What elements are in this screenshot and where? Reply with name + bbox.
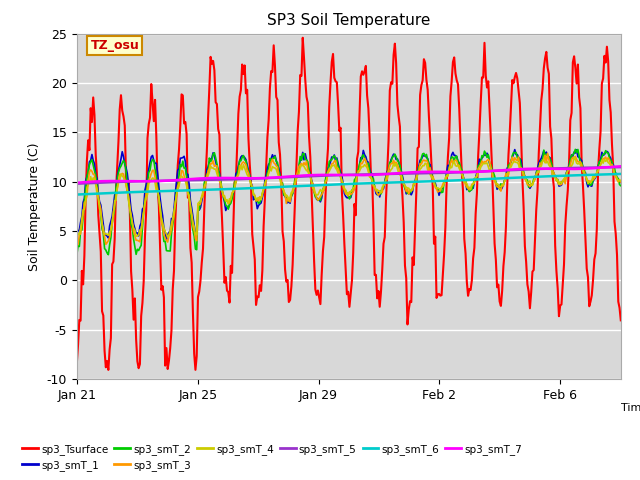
- sp3_smT_7: [73, 180, 81, 186]
- sp3_smT_6: [572, 172, 579, 178]
- sp3_smT_1: [574, 154, 582, 159]
- sp3_smT_4: [452, 163, 460, 168]
- sp3_smT_2: [573, 150, 580, 156]
- sp3_Tsurface: [617, 317, 625, 323]
- sp3_Tsurface: [299, 35, 307, 41]
- sp3_smT_1: [390, 151, 397, 157]
- sp3_Tsurface: [104, 367, 112, 373]
- Line: sp3_smT_5: sp3_smT_5: [77, 167, 621, 184]
- sp3_smT_5: [617, 164, 625, 170]
- sp3_smT_7: [572, 166, 579, 172]
- sp3_Tsurface: [506, 130, 513, 136]
- Line: sp3_smT_4: sp3_smT_4: [77, 157, 621, 238]
- sp3_smT_5: [504, 168, 511, 173]
- sp3_smT_4: [504, 168, 512, 173]
- sp3_smT_4: [73, 228, 81, 234]
- sp3_smT_6: [617, 171, 625, 177]
- Line: sp3_Tsurface: sp3_Tsurface: [77, 38, 621, 370]
- sp3_smT_2: [73, 252, 81, 258]
- sp3_smT_4: [115, 180, 122, 186]
- sp3_smT_6: [115, 190, 122, 195]
- sp3_Tsurface: [116, 107, 124, 112]
- sp3_smT_6: [492, 176, 500, 181]
- sp3_smT_4: [617, 178, 625, 183]
- sp3_smT_3: [116, 171, 124, 177]
- sp3_smT_3: [544, 150, 552, 156]
- sp3_smT_4: [390, 161, 397, 167]
- Y-axis label: Soil Temperature (C): Soil Temperature (C): [28, 142, 41, 271]
- Line: sp3_smT_7: sp3_smT_7: [77, 166, 621, 183]
- sp3_smT_5: [388, 171, 396, 177]
- Line: sp3_smT_3: sp3_smT_3: [77, 153, 621, 245]
- sp3_smT_5: [572, 165, 579, 171]
- sp3_smT_1: [163, 237, 170, 243]
- sp3_smT_5: [115, 179, 122, 185]
- Line: sp3_smT_6: sp3_smT_6: [77, 174, 621, 194]
- Text: Time: Time: [621, 403, 640, 413]
- sp3_smT_5: [451, 169, 458, 175]
- sp3_smT_2: [451, 157, 458, 163]
- sp3_smT_4: [570, 154, 578, 160]
- sp3_smT_4: [574, 161, 582, 167]
- sp3_smT_6: [73, 192, 81, 197]
- sp3_Tsurface: [495, 282, 502, 288]
- sp3_smT_3: [390, 157, 397, 163]
- sp3_smT_7: [504, 167, 511, 173]
- sp3_smT_1: [493, 186, 501, 192]
- sp3_smT_7: [115, 178, 122, 184]
- sp3_smT_2: [388, 155, 396, 160]
- sp3_smT_1: [511, 147, 518, 153]
- sp3_smT_6: [451, 178, 458, 183]
- sp3_smT_4: [493, 181, 501, 187]
- sp3_smT_3: [574, 159, 582, 165]
- sp3_smT_5: [492, 168, 500, 174]
- Title: SP3 Soil Temperature: SP3 Soil Temperature: [267, 13, 431, 28]
- sp3_Tsurface: [73, 360, 81, 366]
- Text: TZ_osu: TZ_osu: [90, 39, 139, 52]
- Line: sp3_smT_1: sp3_smT_1: [77, 150, 621, 240]
- sp3_smT_3: [504, 172, 512, 178]
- Line: sp3_smT_2: sp3_smT_2: [77, 149, 621, 255]
- sp3_smT_2: [504, 171, 511, 177]
- sp3_smT_1: [452, 153, 460, 158]
- sp3_smT_3: [493, 184, 501, 190]
- sp3_smT_7: [451, 169, 458, 175]
- sp3_Tsurface: [391, 41, 399, 47]
- sp3_smT_2: [617, 183, 625, 189]
- sp3_smT_3: [617, 179, 625, 185]
- sp3_Tsurface: [574, 61, 582, 67]
- sp3_smT_1: [617, 180, 625, 185]
- sp3_smT_1: [504, 165, 512, 170]
- Legend: sp3_Tsurface, sp3_smT_1, sp3_smT_2, sp3_smT_3, sp3_smT_4, sp3_smT_5, sp3_smT_6, : sp3_Tsurface, sp3_smT_1, sp3_smT_2, sp3_…: [18, 439, 526, 475]
- sp3_smT_7: [388, 171, 396, 177]
- sp3_smT_3: [452, 157, 460, 163]
- sp3_smT_4: [164, 235, 172, 240]
- sp3_smT_3: [73, 239, 81, 244]
- sp3_smT_1: [73, 231, 81, 237]
- sp3_smT_6: [504, 175, 511, 181]
- sp3_smT_7: [492, 168, 500, 174]
- sp3_smT_2: [572, 146, 579, 152]
- sp3_smT_7: [617, 163, 625, 169]
- sp3_smT_2: [492, 180, 500, 185]
- sp3_smT_5: [73, 181, 81, 187]
- sp3_smT_1: [115, 167, 122, 173]
- sp3_Tsurface: [453, 77, 461, 83]
- sp3_smT_3: [74, 242, 82, 248]
- sp3_smT_2: [115, 170, 122, 176]
- sp3_smT_6: [388, 180, 396, 185]
